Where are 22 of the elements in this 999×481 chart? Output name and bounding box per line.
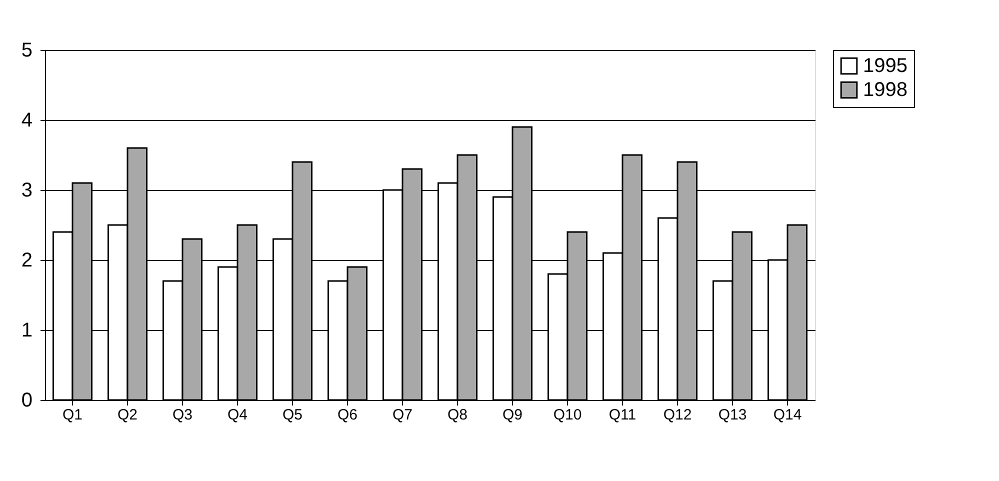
x-tick-label: Q2 xyxy=(117,406,138,424)
legend-label: 1995 xyxy=(863,55,908,77)
y-tick-label: 5 xyxy=(21,40,32,62)
x-tick-label: Q5 xyxy=(282,406,303,424)
x-tick-label: Q7 xyxy=(392,406,413,424)
x-tick-label: Q8 xyxy=(447,406,468,424)
x-tick-label: Q9 xyxy=(502,406,523,424)
x-tick-label: Q12 xyxy=(663,406,692,424)
y-tick-label: 4 xyxy=(21,110,32,132)
y-tick-label: 3 xyxy=(21,180,32,202)
x-tick-label: Q3 xyxy=(172,406,193,424)
x-tick-label: Q13 xyxy=(718,406,747,424)
x-tick-label: Q14 xyxy=(773,406,802,424)
y-tick-label: 0 xyxy=(21,390,32,412)
y-tick-label: 1 xyxy=(21,320,32,342)
y-tick-label: 2 xyxy=(21,250,32,272)
x-tick-label: Q11 xyxy=(608,406,636,424)
x-tick-label: Q6 xyxy=(337,406,358,424)
x-tick-label: Q1 xyxy=(62,406,83,424)
x-tick-label: Q10 xyxy=(553,406,582,424)
legend-label: 1998 xyxy=(863,79,908,101)
x-tick-label: Q4 xyxy=(227,406,248,424)
